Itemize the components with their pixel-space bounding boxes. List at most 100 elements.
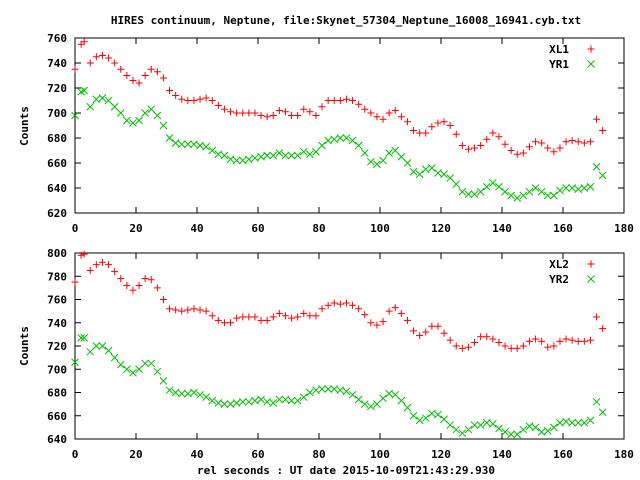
data-point-xl2 [281, 312, 289, 320]
data-point-yr2 [129, 368, 137, 377]
data-point-yr2 [86, 347, 95, 356]
data-point-xl2 [105, 261, 113, 269]
data-point-yr2 [476, 421, 485, 429]
x-tick-label: 60 [251, 448, 264, 461]
data-point-yr1 [80, 86, 89, 95]
data-point-yr1 [391, 146, 400, 155]
data-point-xl1 [111, 59, 119, 67]
data-point-xl2 [227, 319, 235, 327]
data-point-xl1 [538, 139, 546, 147]
data-point-xl2 [458, 344, 466, 352]
data-point-yr1 [190, 140, 198, 149]
series-yr1 [71, 86, 607, 202]
data-point-yr2 [360, 400, 369, 408]
data-point-yr2 [403, 403, 412, 412]
data-point-xl1 [397, 113, 405, 121]
x-tick-label: 180 [614, 448, 634, 461]
data-point-yr2 [507, 430, 516, 439]
data-point-yr1 [409, 167, 418, 176]
data-point-xl1 [92, 53, 100, 61]
data-point-xl1 [599, 127, 607, 134]
data-point-xl2 [141, 275, 149, 283]
data-point-yr1 [110, 102, 119, 111]
data-point-xl1 [410, 127, 418, 134]
data-point-yr1 [470, 190, 479, 199]
data-point-xl2 [77, 251, 85, 259]
data-point-yr2 [104, 346, 113, 355]
data-point-xl2 [294, 313, 302, 321]
data-point-yr1 [171, 139, 180, 147]
data-point-yr2 [434, 410, 442, 419]
data-point-xl2 [507, 344, 515, 352]
data-point-xl1 [422, 129, 430, 137]
x-tick-label: 20 [129, 222, 142, 235]
chart-title: HIRES continuum, Neptune, file:Skynet_57… [111, 14, 581, 27]
data-point-yr1 [305, 150, 314, 159]
data-point-xl2 [440, 329, 448, 337]
data-point-yr1 [299, 147, 308, 156]
data-point-yr2 [232, 399, 241, 407]
data-point-xl2 [129, 286, 137, 294]
data-point-xl1 [483, 135, 491, 143]
data-point-xl1 [294, 112, 302, 119]
data-point-yr1 [263, 151, 272, 160]
y-tick-label: 620 [47, 207, 67, 220]
data-point-xl1 [513, 150, 521, 158]
data-point-yr2 [263, 397, 272, 406]
data-point-yr2 [440, 415, 448, 424]
y-axis-label-bottom: Counts [18, 326, 31, 366]
data-point-xl2 [324, 301, 332, 309]
data-point-yr2 [269, 399, 278, 407]
data-point-yr2 [421, 414, 430, 422]
data-point-xl1 [153, 68, 161, 76]
data-point-xl2 [245, 313, 253, 321]
data-point-yr1 [501, 187, 509, 196]
x-tick-label: 20 [129, 448, 142, 461]
x-tick-label: 180 [614, 222, 634, 235]
legend-label-yr2: YR2 [549, 273, 569, 286]
x-tick-label: 40 [190, 222, 203, 235]
data-point-xl1 [574, 138, 582, 146]
data-point-yr1 [177, 140, 186, 149]
x-tick-label: 40 [190, 448, 203, 461]
data-point-xl2 [397, 309, 405, 317]
data-point-xl2 [446, 336, 454, 344]
legend-marker-xl1 [587, 45, 595, 53]
data-point-yr1 [116, 109, 125, 117]
data-point-xl1 [208, 97, 216, 104]
data-point-yr2 [543, 427, 552, 435]
y-tick-label: 680 [47, 387, 67, 400]
data-point-xl1 [489, 129, 497, 137]
data-point-yr1 [373, 160, 381, 169]
data-point-yr1 [543, 191, 552, 200]
x-axis-label: rel seconds : UT date 2015-10-09T21:43:2… [197, 464, 495, 477]
data-point-xl1 [196, 95, 204, 103]
data-point-xl1 [166, 87, 174, 94]
data-point-xl1 [98, 52, 106, 59]
data-point-yr2 [226, 400, 235, 408]
data-point-xl1 [147, 65, 155, 73]
data-point-yr1 [238, 156, 247, 165]
data-point-xl2 [251, 313, 259, 321]
data-point-yr1 [488, 179, 497, 187]
data-point-xl1 [178, 95, 186, 103]
data-point-xl1 [403, 118, 411, 126]
data-point-xl2 [71, 278, 79, 286]
data-point-yr1 [568, 184, 577, 192]
data-point-xl1 [239, 109, 247, 117]
data-point-yr1 [232, 156, 241, 165]
data-point-yr2 [275, 395, 284, 404]
data-point-yr1 [440, 170, 448, 179]
data-point-xl1 [391, 107, 399, 114]
data-point-yr1 [421, 165, 430, 174]
data-point-yr2 [409, 411, 418, 420]
data-point-yr2 [574, 418, 583, 427]
data-point-xl1 [233, 109, 241, 117]
data-point-yr1 [397, 152, 406, 161]
data-point-xl2 [349, 301, 357, 309]
data-point-xl1 [544, 144, 552, 152]
y-tick-label: 760 [47, 32, 67, 45]
data-point-xl1 [269, 112, 277, 119]
data-point-yr2 [281, 395, 290, 404]
